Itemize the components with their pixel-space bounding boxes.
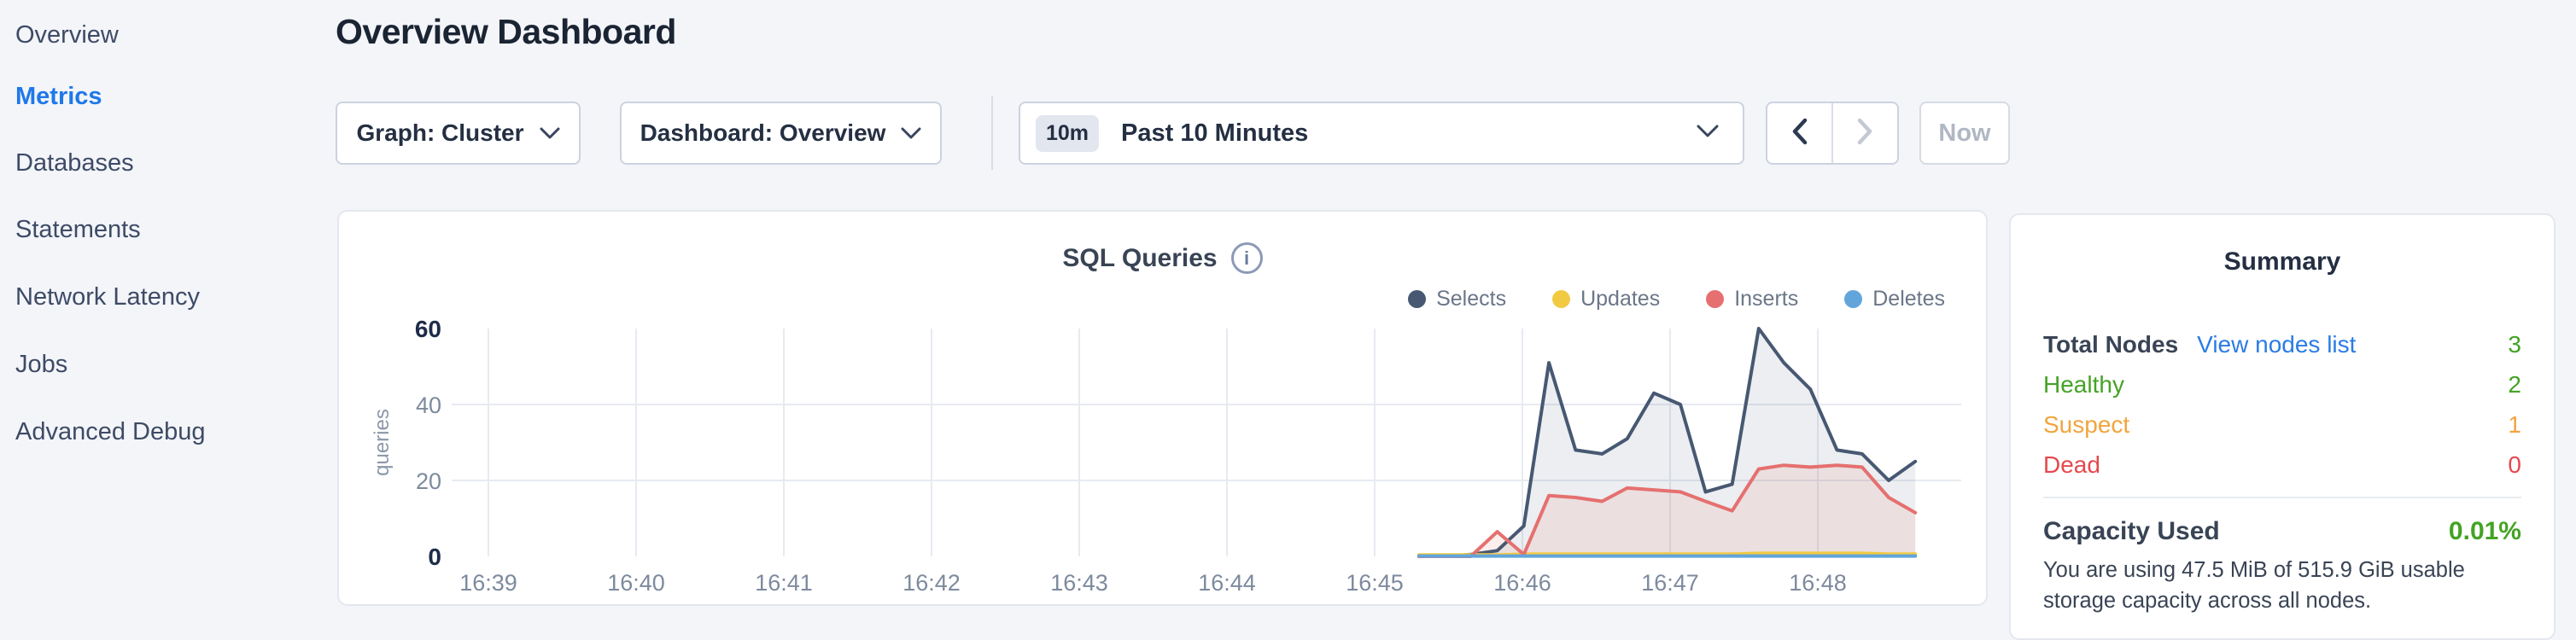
legend-item-selects[interactable]: Selects [1408,287,1506,311]
sql-queries-chart-panel: SQL Queries i Selects Updates Inserts Delet… [337,210,1988,606]
capacity-used-value: 0.01% [2448,517,2521,545]
time-range-label: Past 10 Minutes [1121,119,1309,147]
legend-item-deletes[interactable]: Deletes [1844,287,1945,311]
sidebar-item-jobs[interactable]: Jobs [15,351,68,378]
legend-dot-icon [1552,290,1571,308]
chevron-down-icon [540,127,560,140]
svg-text:queries: queries [371,409,394,476]
sidebar-item-databases[interactable]: Databases [15,149,134,177]
capacity-used-label: Capacity Used [2043,517,2220,545]
total-nodes-label: Total Nodes [2043,330,2179,358]
chart-title: SQL Queries [1062,243,1218,272]
now-button[interactable]: Now [1919,102,2010,165]
dead-nodes-row: Dead 0 [2043,445,2521,485]
svg-text:16:47: 16:47 [1641,570,1699,596]
toolbar-divider [991,96,993,170]
svg-text:40: 40 [416,393,441,418]
legend-item-inserts[interactable]: Inserts [1706,287,1798,311]
svg-text:16:44: 16:44 [1198,570,1256,596]
time-pager [1766,102,1899,165]
healthy-value: 2 [2508,370,2521,398]
legend-label: Deletes [1872,287,1945,311]
svg-text:16:42: 16:42 [902,570,961,596]
suspect-value: 1 [2508,410,2521,438]
dashboard-dropdown[interactable]: Dashboard: Overview [620,102,942,165]
summary-title: Summary [2223,247,2341,276]
chevron-left-icon [1791,118,1808,149]
legend-item-updates[interactable]: Updates [1552,287,1660,311]
next-time-button[interactable] [1833,103,1897,163]
summary-panel: Summary Total Nodes View nodes list 3 He… [2009,213,2556,640]
legend-dot-icon [1408,290,1427,308]
sidebar-item-network-latency[interactable]: Network Latency [15,283,200,311]
time-range-dropdown[interactable]: 10m Past 10 Minutes [1019,102,1744,165]
info-icon[interactable]: i [1230,242,1263,274]
svg-text:16:43: 16:43 [1050,570,1108,596]
svg-text:16:40: 16:40 [607,570,665,596]
graph-dropdown[interactable]: Graph: Cluster [336,102,581,165]
chevron-down-icon [901,127,921,140]
capacity-row: Capacity Used 0.01% [2043,517,2521,546]
legend-label: Updates [1580,287,1661,311]
sidebar-item-overview[interactable]: Overview [15,21,119,49]
capacity-description: You are using 47.5 MiB of 515.9 GiB usab… [2043,558,2465,613]
graph-dropdown-label: Graph: Cluster [356,119,524,146]
time-range-badge: 10m [1036,114,1100,152]
svg-text:16:39: 16:39 [459,570,517,596]
chevron-right-icon [1857,118,1873,149]
summary-divider [2043,497,2521,498]
svg-text:16:41: 16:41 [755,570,813,596]
chart-legend: Selects Updates Inserts Deletes [1408,287,1945,311]
sidebar: Overview Metrics Databases Statements Ne… [0,0,335,623]
total-nodes-row: Total Nodes View nodes list 3 [2043,324,2521,364]
previous-time-button[interactable] [1767,103,1833,163]
sidebar-item-statements[interactable]: Statements [15,216,141,243]
dashboard-dropdown-label: Dashboard: Overview [640,119,886,146]
total-nodes-value: 3 [2508,330,2521,358]
svg-text:16:48: 16:48 [1789,570,1847,596]
svg-text:0: 0 [428,544,441,570]
healthy-label: Healthy [2043,370,2124,398]
node-status-rows: Total Nodes View nodes list 3 Healthy 2 … [2043,324,2521,485]
legend-label: Inserts [1734,287,1799,311]
dead-label: Dead [2043,451,2100,478]
sidebar-item-advanced-debug[interactable]: Advanced Debug [15,418,206,445]
legend-dot-icon [1706,290,1725,308]
dead-value: 0 [2508,451,2521,478]
healthy-nodes-row: Healthy 2 [2043,364,2521,404]
sql-queries-chart[interactable]: 16:39 16:40 16:41 16:42 16:43 16:44 16:45 16:46… [339,212,1989,608]
page-title: Overview Dashboard [336,12,676,51]
legend-label: Selects [1436,287,1507,311]
svg-text:16:45: 16:45 [1346,570,1404,596]
svg-text:20: 20 [416,468,441,494]
suspect-label: Suspect [2043,410,2130,438]
sidebar-item-metrics[interactable]: Metrics [15,83,102,110]
legend-dot-icon [1844,290,1863,308]
svg-text:16:46: 16:46 [1493,570,1551,596]
svg-text:60: 60 [415,316,441,342]
suspect-nodes-row: Suspect 1 [2043,404,2521,445]
chevron-down-icon [1697,125,1719,143]
view-nodes-list-link[interactable]: View nodes list [2197,330,2357,358]
